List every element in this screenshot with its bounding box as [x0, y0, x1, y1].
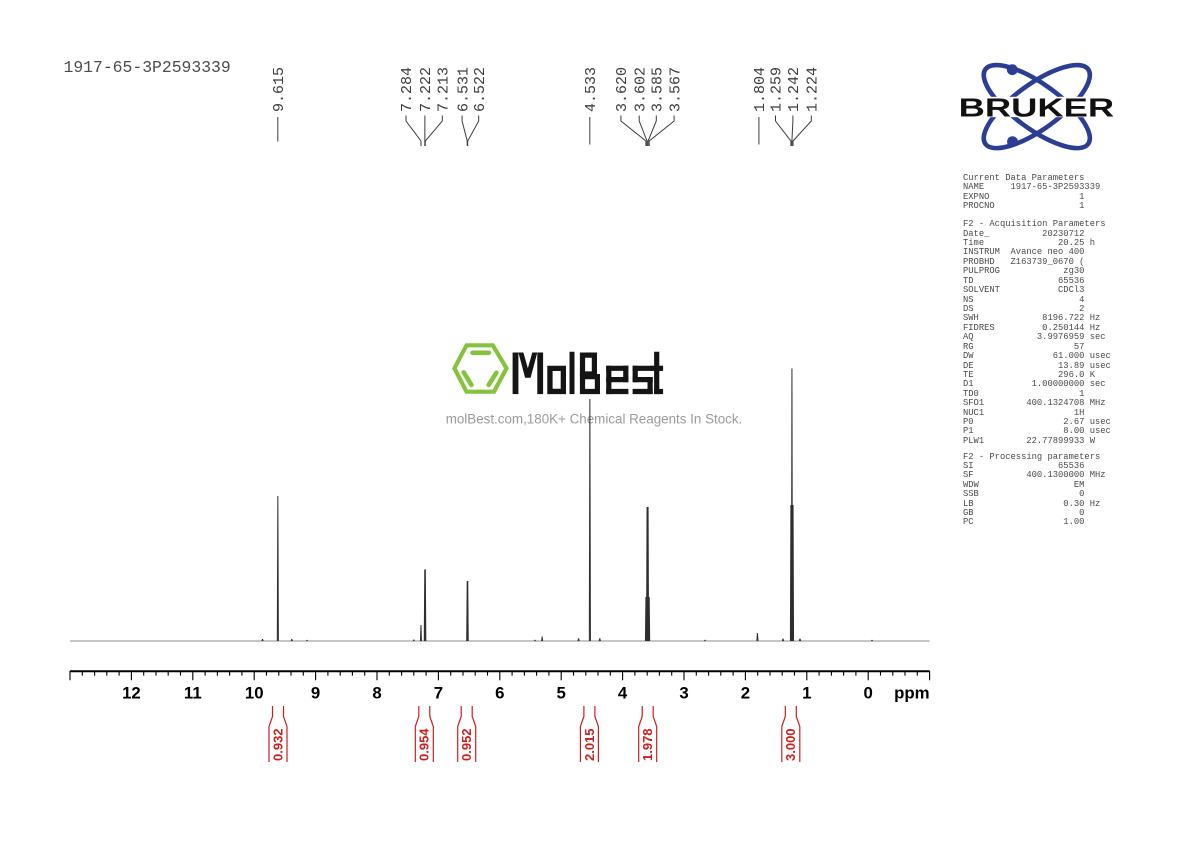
svg-text:4.533: 4.533 [583, 67, 600, 112]
svg-text:7.284: 7.284 [399, 67, 416, 112]
svg-text:12: 12 [122, 684, 141, 703]
svg-text:6.531: 6.531 [455, 67, 472, 112]
svg-text:3: 3 [679, 684, 688, 703]
svg-text:1.224: 1.224 [805, 67, 822, 112]
svg-text:8: 8 [372, 684, 381, 703]
svg-text:ppm: ppm [894, 684, 929, 703]
svg-text:0: 0 [864, 684, 873, 703]
svg-text:BRUKER: BRUKER [959, 93, 1115, 122]
svg-text:9.615: 9.615 [271, 67, 288, 112]
svg-text:6.522: 6.522 [472, 67, 489, 112]
svg-text:11: 11 [184, 684, 202, 703]
svg-text:7.213: 7.213 [436, 67, 453, 112]
svg-text:5: 5 [557, 684, 566, 703]
svg-text:2: 2 [741, 684, 750, 703]
svg-text:1.804: 1.804 [752, 67, 769, 112]
svg-text:0.954: 0.954 [417, 728, 432, 761]
svg-text:3.000: 3.000 [783, 728, 798, 761]
svg-text:1.259: 1.259 [769, 67, 786, 112]
svg-text:molBest.com,180K+ Chemical Rea: molBest.com,180K+ Chemical Reagents In S… [446, 412, 743, 427]
svg-text:4: 4 [618, 684, 628, 703]
svg-text:7: 7 [434, 684, 443, 703]
svg-text:10: 10 [245, 684, 264, 703]
svg-text:0.952: 0.952 [459, 728, 474, 761]
svg-text:3.620: 3.620 [614, 67, 631, 112]
svg-text:3.602: 3.602 [632, 67, 649, 112]
svg-text:1: 1 [802, 684, 811, 703]
svg-text:1917-65-3P2593339: 1917-65-3P2593339 [64, 58, 231, 77]
svg-text:7.222: 7.222 [418, 67, 435, 112]
svg-text:3.567: 3.567 [667, 67, 684, 112]
svg-text:6: 6 [495, 684, 504, 703]
svg-text:3.585: 3.585 [650, 67, 667, 112]
svg-text:0.932: 0.932 [270, 728, 285, 761]
svg-text:1.242: 1.242 [786, 67, 803, 112]
svg-text:2.015: 2.015 [582, 728, 597, 761]
svg-text:1.978: 1.978 [640, 728, 655, 761]
svg-text:9: 9 [311, 684, 320, 703]
